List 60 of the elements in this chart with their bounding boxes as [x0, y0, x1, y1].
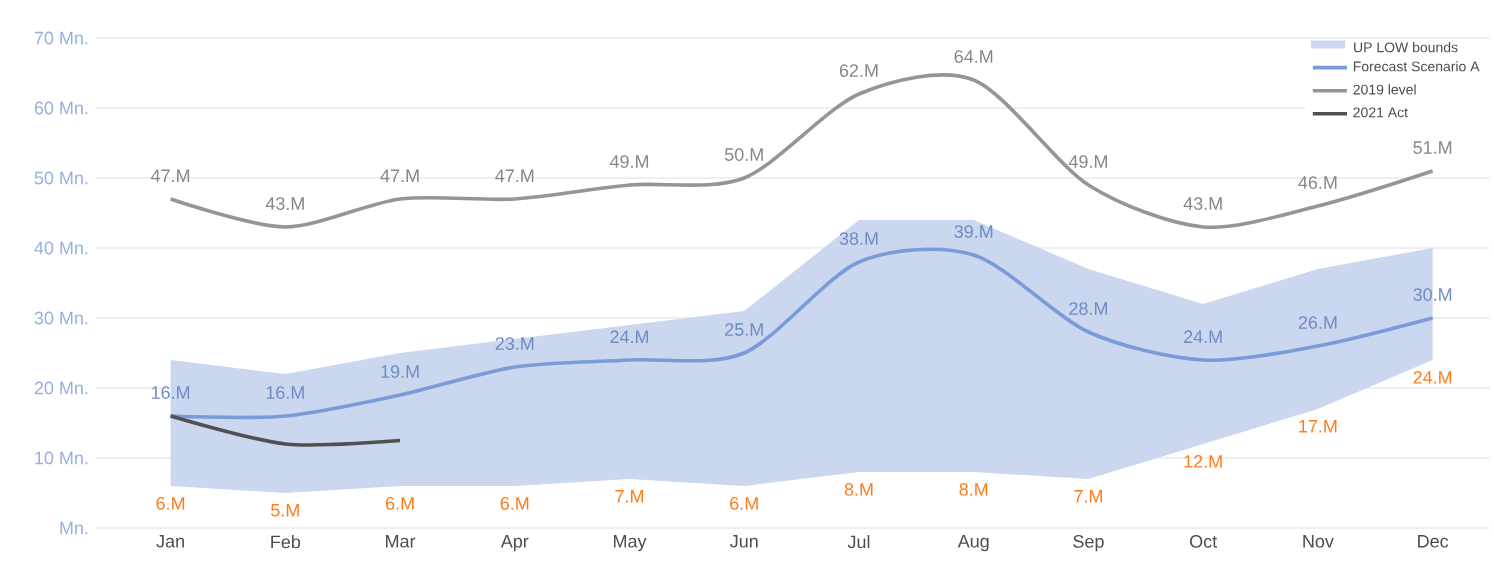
data-label: 25.M [725, 323, 763, 336]
data-label: 43.M [265, 197, 304, 210]
data-label: 30.M [1413, 288, 1452, 301]
annotation: 24.M [1413, 371, 1452, 384]
data-label: 39.M [954, 225, 993, 238]
annotation: 6.M [500, 497, 529, 510]
x-tick-label: Jan [156, 535, 184, 548]
y-tick-label: 50 Mn. [34, 171, 88, 185]
y-tick-label: 40 Mn. [34, 241, 88, 255]
data-label: 62.M [839, 64, 878, 77]
annotation: 8.M [959, 483, 988, 496]
y-tick-label: 70 Mn. [34, 31, 88, 45]
data-label: 28.M [1069, 302, 1107, 315]
x-tick-label: Apr [500, 535, 529, 552]
annotation: 6.M [730, 497, 758, 510]
data-label: 24.M [1184, 330, 1222, 343]
x-tick-label: Mar [386, 535, 416, 548]
annotation: 7.M [1074, 490, 1102, 503]
data-label: 16.M [266, 386, 304, 399]
y-tick-label: Mn. [60, 521, 88, 535]
data-label: 50.M [724, 148, 763, 161]
data-label: 16.M [151, 386, 190, 399]
data-label: 46.M [1298, 176, 1337, 189]
legend-label: 2019 level [1353, 84, 1416, 95]
data-label: 38.M [839, 232, 878, 245]
y-tick-label: 20 Mn. [34, 381, 88, 395]
x-tick-label: Sep [1073, 535, 1104, 552]
annotation: 6.M [385, 497, 414, 510]
legend-label: 2021 Act [1353, 107, 1408, 118]
annotation: 8.M [844, 483, 873, 496]
data-label: 43.M [1183, 197, 1222, 210]
data-label: 64.M [954, 50, 993, 63]
annotation: 7.M [615, 490, 644, 503]
x-tick-label: Jul [847, 535, 870, 549]
x-tick-label: Jun [730, 535, 758, 548]
y-tick-label: 30 Mn. [34, 311, 88, 325]
data-label: 47.M [495, 169, 534, 182]
data-label: 19.M [381, 365, 419, 378]
annotation: 6.M [156, 497, 185, 510]
annotation: 12.M [1184, 455, 1222, 468]
data-label: 47.M [150, 169, 190, 182]
x-tick-label: May [613, 535, 647, 552]
data-label: 47.M [380, 169, 419, 182]
data-label: 26.M [1298, 316, 1337, 329]
y-tick-label: 60 Mn. [34, 101, 88, 115]
data-label: 51.M [1413, 141, 1452, 154]
x-tick-label: Nov [1303, 535, 1334, 548]
data-label: 49.M [1068, 155, 1107, 168]
data-label: 24.M [610, 330, 649, 343]
x-tick-label: Oct [1190, 535, 1218, 548]
y-tick-label: 10 Mn. [35, 451, 88, 465]
annotation: UP LOW bounds [1354, 42, 1458, 53]
x-tick-label: Dec [1418, 535, 1449, 548]
legend-label: Forecast Scenario A [1353, 61, 1480, 72]
annotation: 5.M [271, 504, 299, 517]
data-label: 23.M [495, 337, 534, 350]
annotation: 17.M [1299, 420, 1337, 433]
data-label: 49.M [609, 155, 649, 168]
x-tick-label: Feb [271, 535, 301, 549]
x-tick-label: Aug [957, 535, 989, 552]
